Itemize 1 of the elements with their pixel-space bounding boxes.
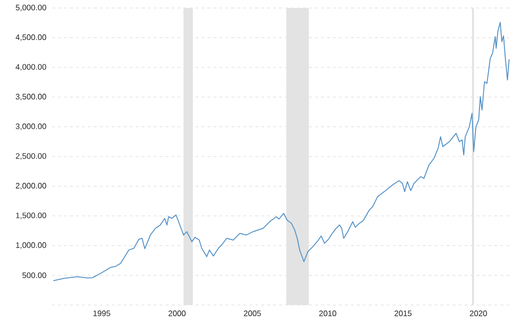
line-series — [52, 22, 510, 282]
